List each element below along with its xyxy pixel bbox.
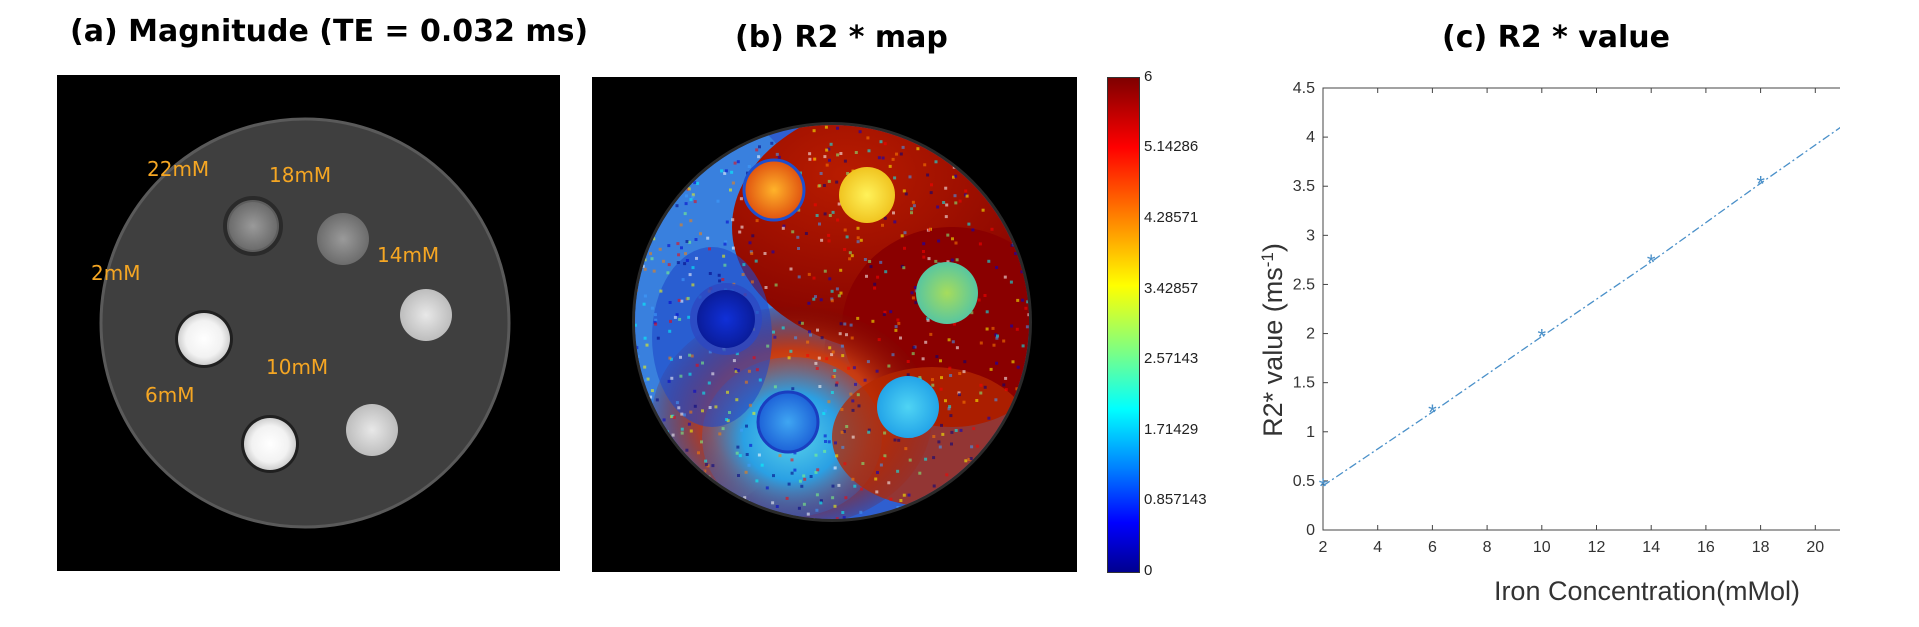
panel-b-title: (b) R2 * map xyxy=(735,20,948,55)
colorbar-tick: 0 xyxy=(1144,562,1153,579)
x-tick-label: 20 xyxy=(1806,539,1824,556)
y-tick-label: 2 xyxy=(1306,326,1315,343)
data-point: * xyxy=(1428,400,1437,425)
x-tick-label: 8 xyxy=(1483,539,1492,556)
x-tick-label: 10 xyxy=(1533,539,1551,556)
magnitude-image: 22mM 18mM 14mM 2mM 10mM 6mM xyxy=(57,75,560,571)
label-14mm: 14mM xyxy=(377,243,440,267)
y-axis-label: R2* value (ms-1) xyxy=(1258,243,1289,437)
r2star-map-image xyxy=(592,77,1077,572)
colorbar-tick: 4.28571 xyxy=(1144,209,1199,226)
label-22mm: 22mM xyxy=(147,157,210,181)
data-point: * xyxy=(1756,171,1765,196)
x-tick-label: 4 xyxy=(1373,539,1382,556)
y-tick-label: 4.5 xyxy=(1293,80,1315,97)
r2star-line-chart: R2* value (ms-1) Iron Concentration(mMol… xyxy=(1258,80,1840,606)
label-2mm: 2mM xyxy=(91,261,141,285)
y-tick-label: 4 xyxy=(1306,129,1315,146)
x-tick-label: 16 xyxy=(1697,539,1715,556)
panel-a-title: (a) Magnitude (TE = 0.032 ms) xyxy=(70,14,589,49)
colorbar-tick: 2.57143 xyxy=(1144,350,1199,367)
colorbar-tick: 3.42857 xyxy=(1144,280,1199,297)
x-tick-label: 2 xyxy=(1319,539,1328,556)
y-tick-label: 1.5 xyxy=(1293,375,1315,392)
magnitude-phantom xyxy=(99,117,511,529)
panel-c-title: (c) R2 * value xyxy=(1442,20,1670,55)
x-axis-label: Iron Concentration(mMol) xyxy=(1494,576,1800,606)
label-10mm: 10mM xyxy=(266,355,329,379)
colorbar-tick: 5.14286 xyxy=(1144,138,1199,155)
colorbar-tick: 6 xyxy=(1144,68,1153,85)
x-tick-label: 12 xyxy=(1588,539,1606,556)
y-tick-label: 3.5 xyxy=(1293,178,1315,195)
colorbar-tick: 1.71429 xyxy=(1144,421,1199,438)
label-6mm: 6mM xyxy=(145,383,195,407)
plot-frame xyxy=(1322,87,1840,531)
y-tick-label: 2.5 xyxy=(1293,276,1315,293)
y-tick-label: 1 xyxy=(1306,424,1315,441)
colorbar-ticks: 6 5.14286 4.28571 3.42857 2.57143 1.7142… xyxy=(1138,68,1218,579)
label-18mm: 18mM xyxy=(269,163,332,187)
x-tick-label: 14 xyxy=(1642,539,1660,556)
x-tick-label: 6 xyxy=(1428,539,1437,556)
data-point: * xyxy=(1319,474,1328,499)
data-point: * xyxy=(1538,325,1547,350)
y-tick-label: 0 xyxy=(1306,522,1315,539)
colorbar-tick: 0.857143 xyxy=(1144,491,1207,508)
x-tick-label: 18 xyxy=(1752,539,1770,556)
colorbar xyxy=(1107,77,1140,573)
r2star-phantom xyxy=(632,122,1032,522)
data-point: * xyxy=(1647,250,1656,275)
y-tick-label: 3 xyxy=(1306,227,1315,244)
series-line xyxy=(1322,126,1840,487)
y-tick-label: 0.5 xyxy=(1293,473,1315,490)
